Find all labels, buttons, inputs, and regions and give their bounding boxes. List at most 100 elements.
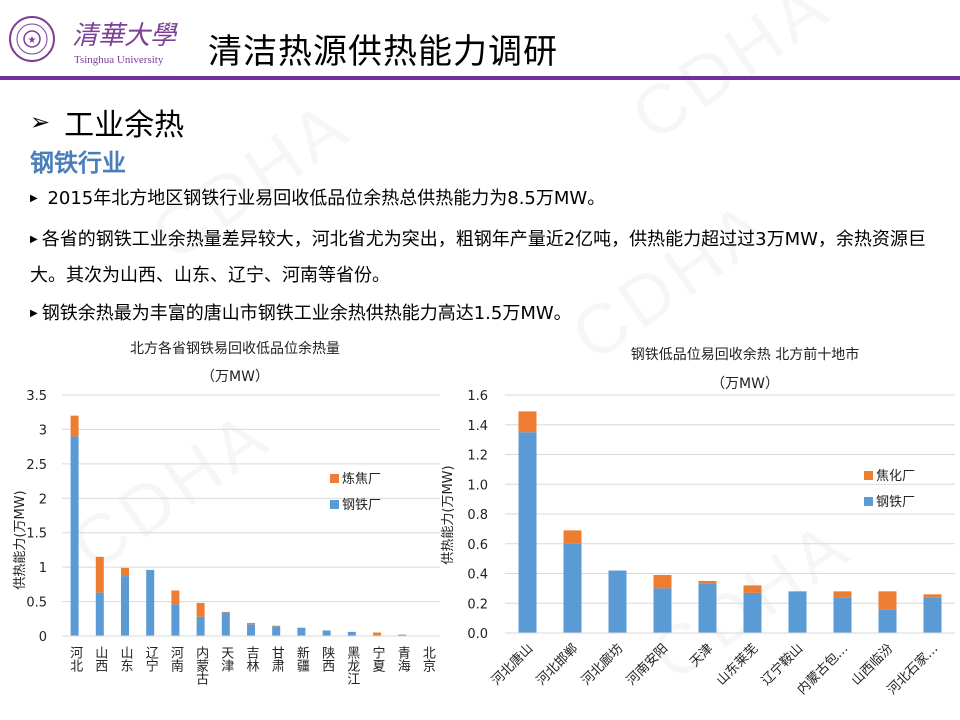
bar-钢铁厂 xyxy=(833,597,852,633)
bar-焦化厂 xyxy=(743,585,762,593)
x-tick-label: 山东莱芜 xyxy=(714,641,761,688)
bar-钢铁厂 xyxy=(518,432,537,633)
bullet-item: ▶ 2015年北方地区钢铁行业易回收低品位余热总供热能力为8.5万MW。 xyxy=(30,181,940,217)
x-tick-label: 河北唐山 xyxy=(488,641,536,689)
chart-title: 钢铁低品位易回收余热 北方前十地市 xyxy=(631,346,859,363)
bar-钢铁厂 xyxy=(146,569,155,636)
legend-label: 钢铁厂 xyxy=(876,495,915,510)
bar-焦化厂 xyxy=(833,591,852,598)
y-axis-title: 供热能力(万MW) xyxy=(441,465,456,564)
y-tick-label: 0.8 xyxy=(467,508,488,523)
x-tick-label: 天津 xyxy=(218,646,234,672)
y-tick-label: 1 xyxy=(39,561,47,576)
triangle-bullet-icon: ▶ xyxy=(30,193,38,204)
bar-钢铁厂 xyxy=(788,591,807,633)
bullet-text: 各省的钢铁工业余热量差异较大，河北省尤为突出，粗钢年产量近2亿吨，供热能力超过过… xyxy=(30,229,926,286)
x-tick-label: 黑龙江 xyxy=(344,646,360,685)
y-tick-label: 2 xyxy=(39,492,47,507)
bar-钢铁厂 xyxy=(95,592,104,636)
bar-钢铁厂 xyxy=(121,576,129,636)
bar-钢铁厂 xyxy=(563,543,582,633)
x-tick-label: 陕西 xyxy=(319,646,335,672)
bar-焦化厂 xyxy=(518,411,537,433)
y-tick-label: 0.0 xyxy=(467,627,488,642)
bar-钢铁厂 xyxy=(272,626,281,636)
bar-钢铁厂 xyxy=(653,588,672,633)
legend-label: 钢铁厂 xyxy=(342,498,381,513)
y-tick-label: 1.6 xyxy=(467,389,488,404)
y-tick-label: 0 xyxy=(39,630,47,645)
bar-钢铁厂 xyxy=(322,630,331,636)
x-tick-label: 北京 xyxy=(420,646,436,672)
x-tick-label: 辽宁 xyxy=(143,646,159,672)
bullet-text: 钢铁余热最为丰富的唐山市钢铁工业余热供热能力高达1.5万MW。 xyxy=(41,303,572,324)
x-tick-label: 山西 xyxy=(92,646,108,672)
y-tick-label: 0.4 xyxy=(467,568,488,583)
bar-钢铁厂 xyxy=(70,436,79,636)
bar-焦化厂 xyxy=(563,530,582,544)
bar-钢铁厂 xyxy=(878,609,897,633)
x-tick-label: 甘肃 xyxy=(269,646,285,672)
logo-english-text: Tsinghua University xyxy=(74,54,164,66)
bar-钢铁厂 xyxy=(297,627,306,636)
x-tick-label: 河南安阳 xyxy=(623,641,671,689)
x-tick-label: 河北 xyxy=(67,646,83,673)
chart-1: 北方各省钢铁易回收低品位余热量 （万MW） 0 0.5 1 1.5 2 2.5 3 3.5 供热能力… xyxy=(13,340,440,685)
bullet-item: ▶ 钢铁余热最为丰富的唐山市钢铁工业余热供热能力高达1.5万MW。 xyxy=(30,296,940,332)
x-tick-label: 山东 xyxy=(118,646,134,672)
page-title: 清洁热源供热能力调研 xyxy=(208,32,558,72)
bar-焦化厂 xyxy=(878,591,897,610)
bar-炼焦厂 xyxy=(272,625,281,627)
bar-炼焦厂 xyxy=(221,611,230,613)
x-tick-label: 宁夏 xyxy=(370,645,386,672)
chart-subtitle: （万MW） xyxy=(711,376,779,392)
bar-炼焦厂 xyxy=(247,622,255,625)
x-tick-label: 河南 xyxy=(168,646,184,672)
y-tick-label: 3.5 xyxy=(26,389,47,404)
bar-焦化厂 xyxy=(923,594,942,598)
y-tick-label: 1.5 xyxy=(26,527,47,542)
bar-炼焦厂 xyxy=(171,590,180,605)
bar-炼焦厂 xyxy=(70,415,79,437)
chart-title: 北方各省钢铁易回收低品位余热量 xyxy=(130,340,340,357)
bar-钢铁厂 xyxy=(171,604,180,636)
x-tick-label: 辽宁鞍山 xyxy=(758,641,806,689)
x-tick-label: 青海 xyxy=(395,646,411,672)
y-tick-label: 0.5 xyxy=(26,596,47,611)
chart-subtitle: （万MW） xyxy=(201,369,269,385)
y-tick-label: 1.4 xyxy=(467,419,488,434)
legend-label: 焦化厂 xyxy=(876,469,915,484)
x-tick-label: 内蒙古 xyxy=(193,645,209,685)
bar-焦化厂 xyxy=(698,580,717,584)
bar-钢铁厂 xyxy=(608,570,627,633)
y-axis-title: 供热能力(万MW) xyxy=(13,490,28,589)
bar-炼焦厂 xyxy=(121,567,129,577)
bar-钢铁厂 xyxy=(698,583,717,633)
legend-swatch xyxy=(330,474,339,483)
bar-钢铁厂 xyxy=(743,592,762,633)
logo-chinese-text: 清華大學 xyxy=(72,21,178,51)
bar-炼焦厂 xyxy=(373,632,381,636)
bullet-text: 2015年北方地区钢铁行业易回收低品位余热总供热能力为8.5万MW。 xyxy=(47,188,606,209)
x-tick-label: 吉林 xyxy=(244,646,260,672)
section-heading-text: 工业余热 xyxy=(64,108,185,143)
triangle-bullet-icon: ▶ xyxy=(30,234,38,245)
legend-swatch xyxy=(330,500,339,509)
y-tick-label: 3 xyxy=(39,423,47,438)
header-divider xyxy=(0,76,960,80)
bar-钢铁厂 xyxy=(247,624,255,636)
bar-钢铁厂 xyxy=(196,616,205,636)
svg-text:★: ★ xyxy=(28,35,37,46)
x-tick-label: 河北邯郸 xyxy=(534,641,581,688)
university-seal-icon: ★ 清華大學 Tsinghua University xyxy=(9,16,178,66)
x-tick-label: 河北廊坊 xyxy=(578,641,626,689)
bar-钢铁厂 xyxy=(398,634,407,636)
bar-焦化厂 xyxy=(653,574,672,589)
bar-钢铁厂 xyxy=(347,631,356,636)
y-tick-label: 2.5 xyxy=(26,458,47,473)
x-tick-label: 新疆 xyxy=(294,645,310,672)
bar-炼焦厂 xyxy=(95,556,104,593)
legend-swatch xyxy=(864,471,873,480)
arrow-right-icon: ➢ xyxy=(30,108,51,136)
